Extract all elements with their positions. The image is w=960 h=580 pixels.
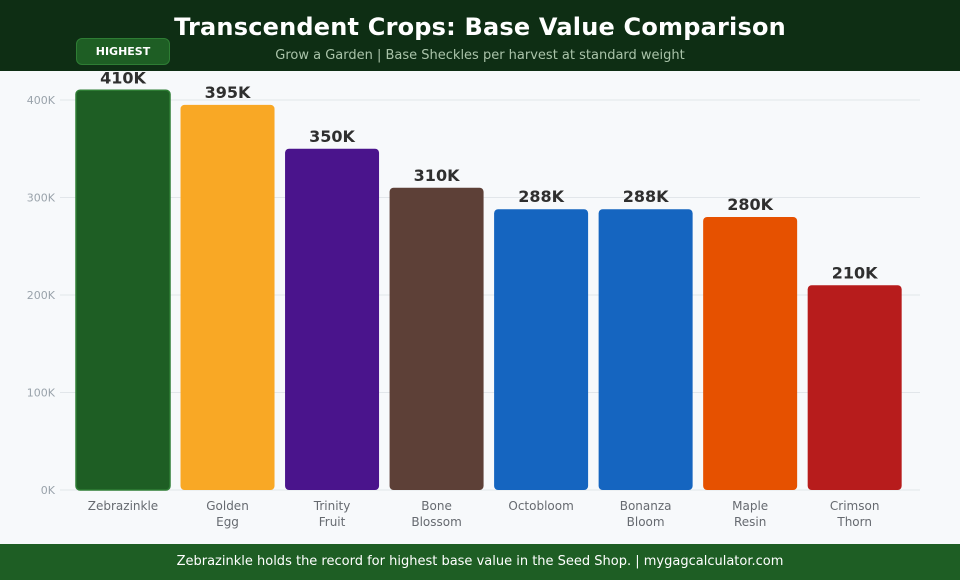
- bar: [389, 187, 484, 490]
- x-tick-label: Blossom: [411, 515, 461, 529]
- y-tick-label: 0K: [41, 484, 56, 497]
- bar: [598, 209, 693, 490]
- bar-value-label: 280K: [727, 195, 773, 214]
- x-tick-label: Bonanza: [620, 499, 672, 513]
- bar: [703, 217, 798, 490]
- bar-value-label: 210K: [832, 263, 878, 282]
- x-tick-label: Crimson: [830, 499, 880, 513]
- bar: [75, 89, 171, 491]
- y-tick-label: 300K: [27, 192, 56, 205]
- bar: [494, 209, 589, 490]
- x-tick-label: Golden: [206, 499, 249, 513]
- x-tick-label: Resin: [734, 515, 766, 529]
- x-tick-label: Egg: [216, 515, 239, 529]
- x-tick-label: Zebrazinkle: [88, 499, 158, 513]
- highest-badge-label: HIGHEST: [95, 45, 151, 58]
- bar-value-label: 410K: [100, 68, 146, 87]
- bar-value-label: 288K: [623, 187, 669, 206]
- x-tick-label: Bloom: [627, 515, 665, 529]
- bar-value-label: 395K: [205, 83, 251, 102]
- bar: [807, 285, 902, 490]
- y-tick-label: 100K: [27, 387, 56, 400]
- bar-value-label: 310K: [414, 166, 460, 185]
- bar-chart: 0K 100K 200K 300K 400K 410K Zebrazinkle 395K Gol…: [27, 68, 920, 529]
- x-tick-label: Fruit: [319, 515, 346, 529]
- y-tick-label: 400K: [27, 94, 56, 107]
- bar-value-label: 288K: [518, 187, 564, 206]
- footer-text: Zebrazinkle holds the record for highest…: [176, 554, 784, 569]
- chart-title: Transcendent Crops: Base Value Compariso…: [174, 13, 786, 41]
- x-tick-label: Trinity: [313, 499, 351, 513]
- bar: [180, 104, 275, 490]
- x-tick-label: Bone: [421, 499, 452, 513]
- x-tick-label: Octobloom: [508, 499, 573, 513]
- highest-badge: HIGHEST: [76, 38, 170, 65]
- bar-value-label: 350K: [309, 127, 355, 146]
- y-tick-label: 200K: [27, 289, 56, 302]
- x-tick-label: Maple: [732, 499, 768, 513]
- x-tick-label: Thorn: [836, 515, 872, 529]
- chart-subtitle: Grow a Garden | Base Sheckles per harves…: [275, 48, 685, 63]
- bar: [285, 148, 380, 490]
- footer-bar: Zebrazinkle holds the record for highest…: [0, 544, 960, 580]
